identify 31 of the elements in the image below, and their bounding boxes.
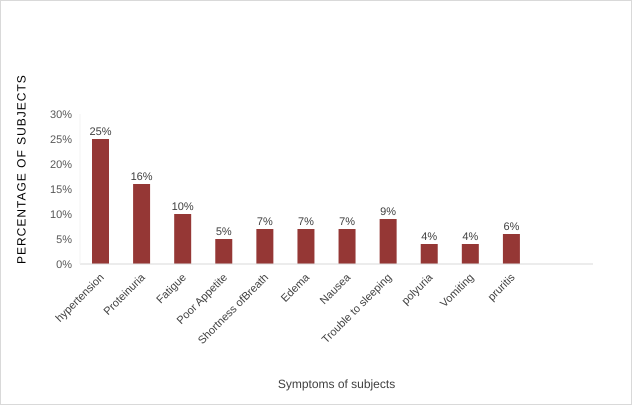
bar [215,239,232,264]
bar [174,214,192,264]
data-label: 16% [130,171,153,183]
data-label: 7% [298,216,314,228]
bar [380,219,397,264]
y-axis-title: PERCENTAGE OF SUBJECTS [14,74,28,264]
data-label: 7% [256,216,274,228]
y-tick-label: 10% [50,208,72,221]
x-axis-title: Symptoms of subjects [278,377,396,391]
data-label: 6% [503,221,520,233]
bar [92,139,109,264]
y-tick-label: 30% [50,108,72,121]
bar [338,229,356,264]
data-label: 4% [462,231,478,243]
data-label: 4% [421,231,438,243]
data-label: 10% [172,201,194,213]
bar [502,234,520,264]
bar [462,244,479,264]
y-tick-label: 25% [50,134,72,146]
bar [256,229,274,264]
data-label: 25% [89,126,112,138]
y-tick-label: 0% [56,258,72,271]
bar [420,244,438,264]
y-tick-label: 15% [50,184,72,196]
data-label: 7% [339,216,356,228]
bar [297,229,314,264]
data-label: 5% [216,226,232,238]
bar [133,184,150,264]
data-label: 9% [380,206,396,218]
y-tick-label: 5% [56,234,72,246]
y-tick-label: 20% [50,158,72,171]
